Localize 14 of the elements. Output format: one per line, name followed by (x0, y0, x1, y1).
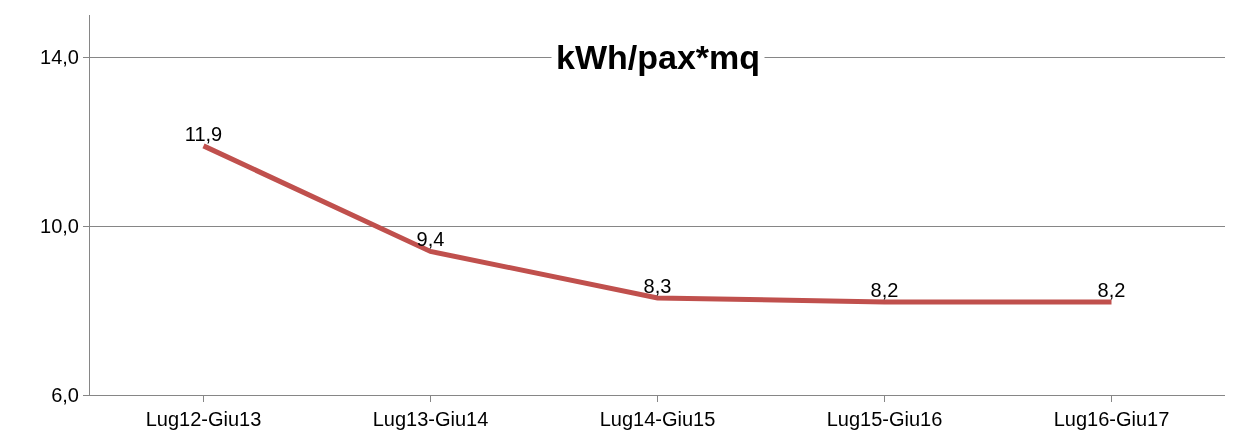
y-tick-label: 6,0 (51, 384, 79, 406)
x-tick-label: Lug14-Giu15 (599, 408, 716, 430)
x-tick-label: Lug12-Giu13 (145, 408, 262, 430)
data-label: 9,4 (416, 228, 445, 251)
data-label: 8,2 (1097, 279, 1126, 302)
data-label: 8,3 (643, 274, 672, 297)
text: kWh/pax*mq (556, 38, 761, 76)
x-tick-label: Lug13-Giu14 (372, 408, 489, 430)
y-tick-label: 14,0 (40, 46, 79, 69)
data-label: 8,2 (870, 279, 899, 302)
y-tick-label: 10,0 (40, 215, 79, 238)
data-label: 11,9 (184, 122, 223, 145)
x-tick-label: Lug16-Giu17 (1053, 408, 1170, 430)
x-tick-label: Lug15-Giu16 (826, 408, 943, 430)
